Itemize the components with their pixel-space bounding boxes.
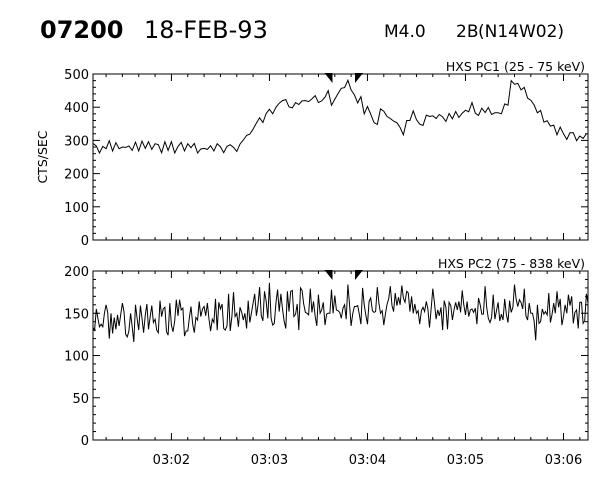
- y-axis-label: CTS/SEC: [35, 130, 50, 183]
- y-tick-label: 400: [64, 101, 89, 116]
- y-tick-label: 500: [64, 68, 89, 83]
- y-tick-label: 100: [64, 350, 89, 365]
- y-tick-label: 50: [72, 392, 89, 407]
- interval-marker: [324, 73, 333, 83]
- x-tick-label: 03:05: [447, 453, 484, 468]
- flare-class: M4.0: [384, 22, 426, 42]
- interval-marker: [324, 270, 333, 280]
- y-tick-label: 0: [81, 434, 89, 449]
- y-tick-label: 200: [64, 168, 89, 183]
- y-tick-label: 150: [64, 307, 89, 322]
- flare-location: (N14W02): [478, 22, 565, 42]
- panel-title-1: HXS PC1 (25 - 75 keV): [446, 59, 585, 74]
- x-tick-label: 03:06: [545, 453, 582, 468]
- series-line-1: [92, 78, 587, 155]
- flare-importance: 2B: [456, 22, 479, 42]
- event-date: 18-FEB-93: [144, 16, 268, 44]
- x-tick-label: 03:02: [153, 453, 190, 468]
- plot-frame-1: [92, 73, 589, 241]
- y-tick-label: 100: [64, 201, 89, 216]
- series-line-2: [92, 282, 589, 343]
- y-tick-label: 0: [81, 234, 89, 249]
- x-tick-label: 03:03: [251, 453, 288, 468]
- x-tick-label: 03:04: [349, 453, 386, 468]
- interval-marker: [355, 270, 364, 280]
- event-id: 07200: [40, 16, 124, 44]
- y-tick-label: 200: [64, 265, 89, 280]
- y-tick-label: 300: [64, 134, 89, 149]
- panel-title-2: HXS PC2 (75 - 838 keV): [438, 256, 585, 271]
- interval-marker: [355, 73, 364, 83]
